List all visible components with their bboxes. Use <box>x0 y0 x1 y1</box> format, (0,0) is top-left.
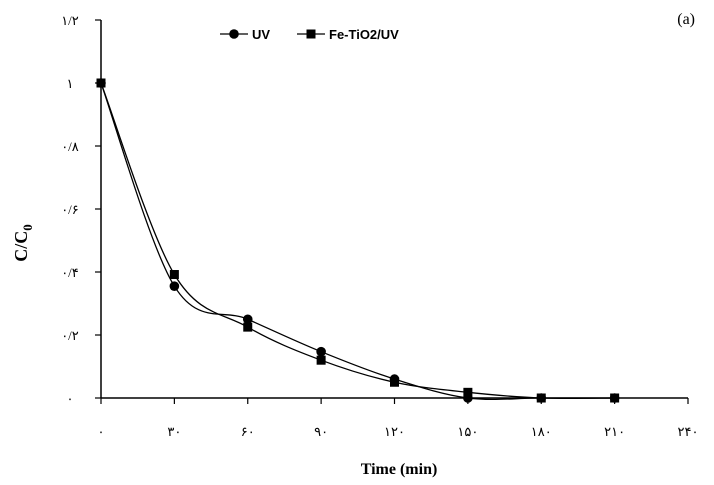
x-tick-label: ۱۲۰ <box>384 424 405 439</box>
data-point-circle <box>316 346 326 357</box>
series-line <box>100 82 615 401</box>
data-point-square <box>96 78 106 88</box>
data-point-square <box>463 387 473 397</box>
x-tick-label: ۲۱۰ <box>604 424 625 439</box>
x-axis-title: Time (min) <box>361 461 438 478</box>
series-fe-tio2-uv <box>96 78 620 403</box>
y-axis-title-subscript: 0 <box>20 224 35 231</box>
legend-label: Fe-TiO2/UV <box>329 27 399 42</box>
y-tick-label: ۰/۲ <box>61 328 79 343</box>
y-tick-label: ۰ <box>67 391 74 406</box>
legend-item: Fe-TiO2/UV <box>297 27 399 42</box>
panel-label: (a) <box>677 11 695 28</box>
legend-item: UV <box>220 27 270 42</box>
x-tick-label: ۱۸۰ <box>531 424 552 439</box>
series-layer <box>96 78 620 403</box>
data-point-square <box>169 270 179 280</box>
y-axis-title-main: C/C <box>11 231 31 262</box>
series-uv <box>96 78 620 403</box>
y-axis-title: C/C0 <box>11 224 35 262</box>
x-tick-label: ۱۵۰ <box>457 424 478 439</box>
y-ticks: ۰ ۰/۲ ۰/۴ ۰/۶ ۰/۸ ۱ ۱/۲ <box>61 13 101 406</box>
legend-marker <box>229 29 239 39</box>
data-point-square <box>390 377 399 387</box>
x-tick-label: ۹۰ <box>314 424 328 439</box>
data-point-square <box>243 322 253 332</box>
axes <box>100 20 688 399</box>
x-tick-label: ۲۴۰ <box>678 424 699 439</box>
data-point-square <box>316 355 326 365</box>
series-line <box>100 82 615 400</box>
y-tick-label: ۱/۲ <box>61 13 79 28</box>
legend-marker <box>306 29 316 39</box>
y-tick-label: ۰/۴ <box>61 265 79 280</box>
y-tick-label: ۰/۶ <box>61 202 79 217</box>
legend-label: UV <box>252 27 270 42</box>
x-tick-label: ۶۰ <box>241 424 255 439</box>
data-point-circle <box>169 281 180 291</box>
x-tick-label: ۰ <box>98 424 105 439</box>
data-point-square <box>610 393 620 403</box>
legend: UV Fe-TiO2/UV <box>220 27 399 42</box>
data-point-circle <box>242 314 253 325</box>
y-tick-label: ۱ <box>67 76 74 91</box>
data-point-square <box>536 393 546 403</box>
y-tick-label: ۰/۸ <box>61 139 79 154</box>
x-ticks: ۰ ۳۰ ۶۰ ۹۰ ۱۲۰ ۱۵۰ ۱۸۰ ۲۱۰ ۲۴۰ <box>98 398 699 439</box>
x-tick-label: ۳۰ <box>167 424 181 439</box>
